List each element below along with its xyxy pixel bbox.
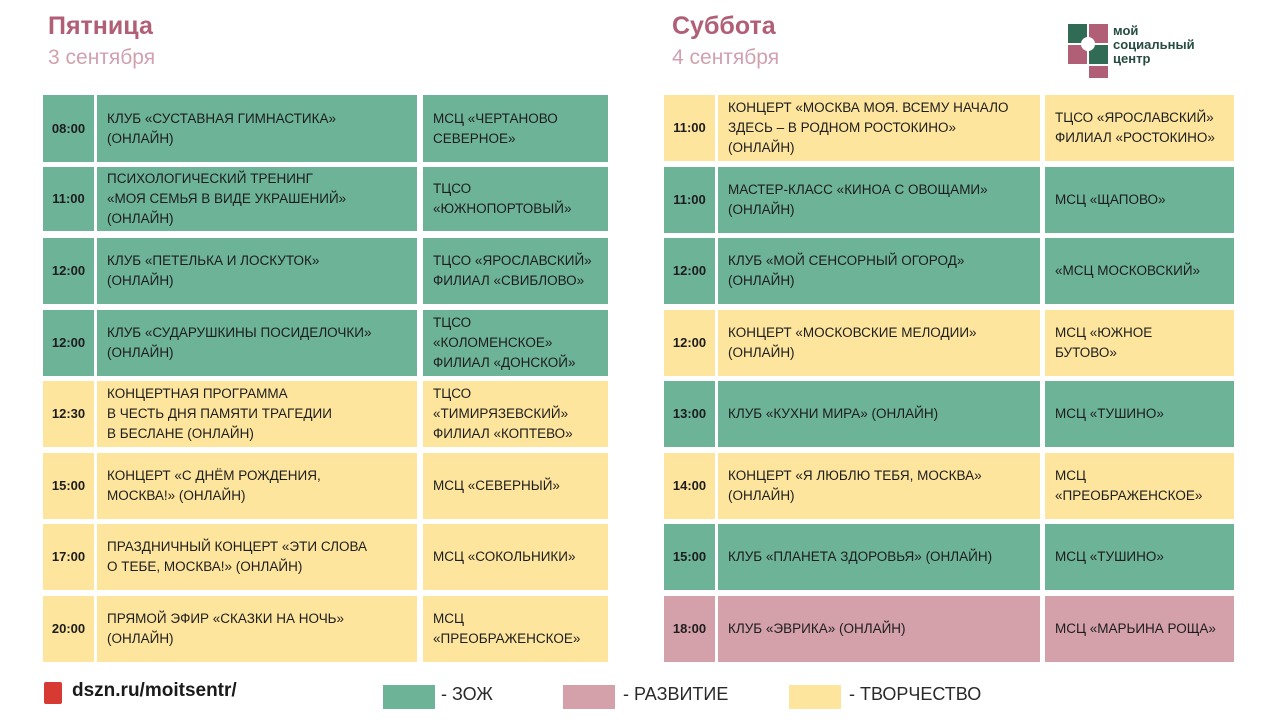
venue-cell: МСЦ «ТУШИНО» [1045,381,1234,447]
saturday-title: Суббота [672,12,776,40]
time-cell: 18:00 [664,595,715,662]
venue-cell: ТЦСО «ЮЖНОПОРТОВЫЙ» [423,166,608,231]
legend-swatch-razvitie [563,685,615,709]
friday-date: 3 сентября [48,46,156,69]
moscow-emblem-icon [44,682,62,704]
venue-cell: ТЦСО «ЯРОСЛАВСКИЙ» ФИЛИАЛ «СВИБЛОВО» [423,238,608,304]
time-cell: 15:00 [43,452,94,519]
friday-title: Пятница [48,12,153,40]
logo-icon [1068,24,1108,78]
event-cell: ПРАЗДНИЧНЫЙ КОНЦЕРТ «ЭТИ СЛОВА О ТЕБЕ, М… [97,524,417,590]
time-cell: 11:00 [664,166,715,233]
logo-text: мой социальный центр [1113,23,1195,66]
time-cell: 12:00 [664,309,715,376]
time-cell: 17:00 [43,524,94,590]
event-cell: КЛУБ «КУХНИ МИРА» (ОНЛАЙН) [718,381,1040,447]
event-cell: КОНЦЕРТНАЯ ПРОГРАММА В ЧЕСТЬ ДНЯ ПАМЯТИ … [97,381,417,447]
event-cell: КЛУБ «СУСТАВНАЯ ГИМНАСТИКА» (ОНЛАЙН) [97,95,417,162]
venue-cell: МСЦ «МАРЬИНА РОЩА» [1045,595,1234,662]
saturday-date: 4 сентября [672,46,780,69]
event-cell: КОНЦЕРТ «МОСКВА МОЯ. ВСЕМУ НАЧАЛО ЗДЕСЬ … [718,95,1040,161]
venue-cell: МСЦ «ТУШИНО» [1045,524,1234,590]
event-cell: КЛУБ «ПЛАНЕТА ЗДОРОВЬЯ» (ОНЛАЙН) [718,524,1040,590]
venue-cell: МСЦ «ЧЕРТАНОВО СЕВЕРНОЕ» [423,95,608,162]
event-cell: КОНЦЕРТ «С ДНЁМ РОЖДЕНИЯ, МОСКВА!» (ОНЛА… [97,452,417,519]
venue-cell: ТЦСО «ЯРОСЛАВСКИЙ» ФИЛИАЛ «РОСТОКИНО» [1045,95,1234,161]
venue-cell: «МСЦ МОСКОВСКИЙ» [1045,238,1234,304]
time-cell: 08:00 [43,95,94,162]
legend-swatch-tvorchestvo [789,685,841,709]
legend-label-tvorchestvo: - ТВОРЧЕСТВО [849,684,982,704]
event-cell: КЛУБ «ПЕТЕЛЬКА И ЛОСКУТОК» (ОНЛАЙН) [97,238,417,304]
time-cell: 12:00 [43,309,94,376]
time-cell: 12:00 [664,238,715,304]
time-cell: 11:00 [664,95,715,161]
time-cell: 12:30 [43,381,94,447]
time-cell: 12:00 [43,238,94,304]
event-cell: КОНЦЕРТ «Я ЛЮБЛЮ ТЕБЯ, МОСКВА» (ОНЛАЙН) [718,452,1040,519]
legend-label-zoj: - ЗОЖ [441,684,493,704]
event-cell: ПСИХОЛОГИЧЕСКИЙ ТРЕНИНГ «МОЯ СЕМЬЯ В ВИД… [97,166,417,231]
time-cell: 20:00 [43,595,94,662]
venue-cell: МСЦ «СОКОЛЬНИКИ» [423,524,608,590]
venue-cell: ТЦСО «ТИМИРЯЗЕВСКИЙ» ФИЛИАЛ «КОПТЕВО» [423,381,608,447]
time-cell: 13:00 [664,381,715,447]
venue-cell: ТЦСО «КОЛОМЕНСКОЕ» ФИЛИАЛ «ДОНСКОЙ» [423,309,608,376]
time-cell: 15:00 [664,524,715,590]
venue-cell: МСЦ «ЮЖНОЕ БУТОВО» [1045,309,1234,376]
footer-link[interactable]: dszn.ru/moitsentr/ [72,680,237,701]
event-cell: МАСТЕР-КЛАСС «КИНОА С ОВОЩАМИ» (ОНЛАЙН) [718,166,1040,233]
venue-cell: МСЦ «ЩАПОВО» [1045,166,1234,233]
event-cell: КОНЦЕРТ «МОСКОВСКИЕ МЕЛОДИИ» (ОНЛАЙН) [718,309,1040,376]
event-cell: КЛУБ «СУДАРУШКИНЫ ПОСИДЕЛОЧКИ» (ОНЛАЙН) [97,309,417,376]
legend-label-razvitie: - РАЗВИТИЕ [623,684,729,704]
venue-cell: МСЦ «ПРЕОБРАЖЕНСКОЕ» [423,595,608,662]
time-cell: 11:00 [43,166,94,231]
event-cell: КЛУБ «МОЙ СЕНСОРНЫЙ ОГОРОД» (ОНЛАЙН) [718,238,1040,304]
venue-cell: МСЦ «ПРЕОБРАЖЕНСКОЕ» [1045,452,1234,519]
event-cell: КЛУБ «ЭВРИКА» (ОНЛАЙН) [718,595,1040,662]
legend-swatch-zoj [383,685,435,709]
event-cell: ПРЯМОЙ ЭФИР «СКАЗКИ НА НОЧЬ» (ОНЛАЙН) [97,595,417,662]
venue-cell: МСЦ «СЕВЕРНЫЙ» [423,452,608,519]
time-cell: 14:00 [664,452,715,519]
